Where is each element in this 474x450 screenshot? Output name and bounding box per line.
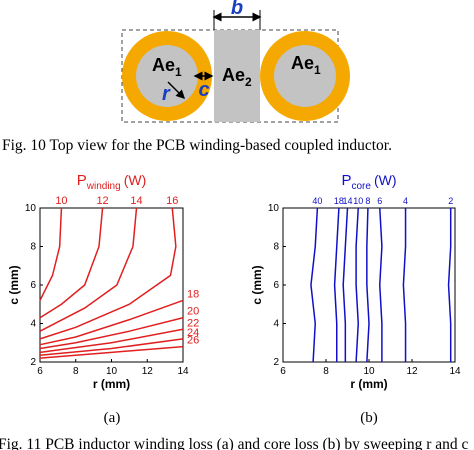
contour-line (39, 338, 184, 357)
contour-label: 14 (130, 195, 142, 207)
x-tick-label: 14 (449, 366, 461, 377)
right-core (274, 45, 336, 107)
contour-label: 10 (55, 195, 67, 207)
x-tick-label: 6 (37, 366, 43, 377)
r-arrow (167, 81, 186, 100)
x-tick-label: 8 (73, 366, 79, 377)
y-tick-label: 2 (273, 357, 279, 368)
title-sub: winding (86, 181, 121, 192)
core-label: Ae2 (222, 65, 252, 89)
contour-line (39, 345, 184, 359)
contour-label: 14 (342, 196, 352, 206)
y-tick-label: 10 (25, 203, 37, 214)
x-tick-label: 14 (177, 366, 189, 377)
contour-label: 2 (448, 196, 453, 206)
panel-label: (a) (104, 410, 121, 426)
y-tick-label: 10 (268, 203, 280, 214)
b-label: b (231, 0, 243, 19)
plot-frame (39, 207, 184, 363)
core-label: Ae1 (291, 53, 321, 77)
y-tick-label: 8 (30, 242, 36, 253)
core-label: Ae1 (152, 55, 182, 79)
plot-frame (282, 207, 456, 363)
title-unit: (W) (374, 172, 397, 188)
title-sub: core (352, 181, 372, 192)
x-tick-label: 10 (363, 366, 375, 377)
contour-label: 6 (377, 196, 382, 206)
contour-line (39, 207, 138, 332)
contour-line (39, 316, 184, 350)
chart-title: Pwinding (W) (77, 172, 146, 192)
y-tick-label: 4 (273, 319, 279, 330)
y-tick-label: 8 (273, 242, 279, 253)
contour-label: 16 (166, 195, 178, 207)
x-tick-label: 8 (323, 366, 329, 377)
x-tick-label: 12 (142, 366, 154, 377)
contour-label: 12 (96, 195, 108, 207)
x-axis-label: r (mm) (350, 377, 387, 391)
caption: Fig. 11 PCB inductor winding loss (a) an… (0, 436, 469, 450)
x-tick-label: 6 (280, 366, 286, 377)
y-tick-label: 6 (30, 280, 36, 291)
contour-line (39, 207, 177, 340)
contour-line (366, 207, 370, 363)
contour-line (39, 207, 104, 319)
x-tick-label: 10 (106, 366, 118, 377)
contour-line (310, 207, 319, 363)
title-main: P (341, 172, 351, 189)
contour-line (39, 328, 184, 354)
title-main: P (77, 172, 87, 189)
contour-label: 10 (353, 196, 363, 206)
contour-label: 20 (187, 306, 199, 318)
contour-label: 4 (403, 196, 408, 206)
core-sub: 1 (314, 63, 321, 77)
y-tick-label: 2 (30, 357, 36, 368)
contour-label: 40 (312, 196, 322, 206)
core-text: Ae (222, 65, 245, 85)
y-tick-label: 4 (30, 319, 36, 330)
contour-line (355, 207, 360, 363)
y-axis-label: c (mm) (7, 265, 21, 304)
contour-line (378, 207, 383, 362)
core-text: Ae (291, 53, 314, 73)
contour-line (333, 207, 340, 362)
chart-title: Pcore (W) (341, 172, 396, 192)
x-axis-label: r (mm) (93, 377, 130, 391)
caption: Fig. 10 Top view for the PCB winding-bas… (2, 137, 392, 154)
contour-label: 8 (365, 196, 370, 206)
c-label: c (198, 79, 209, 101)
contour-label: 24 (187, 327, 199, 339)
y-axis-label: c (mm) (250, 265, 264, 304)
contour-line (447, 208, 452, 362)
core-sub: 1 (175, 65, 182, 79)
panel-label: (b) (360, 410, 378, 426)
contour-label: 26 (187, 335, 199, 347)
core-sub: 2 (245, 75, 252, 89)
x-tick-label: 12 (406, 366, 418, 377)
contour-line (342, 207, 349, 362)
contour-label: 22 (187, 317, 199, 329)
core-text: Ae (152, 55, 175, 75)
title-unit: (W) (124, 172, 147, 188)
y-tick-label: 6 (273, 280, 279, 291)
contour-line (402, 208, 407, 362)
contour-label: 18 (187, 288, 199, 300)
middle-core (214, 30, 260, 122)
r-label: r (162, 83, 171, 105)
contour-line (39, 299, 184, 346)
contour-label: 18 (334, 196, 344, 206)
contour-line (39, 207, 63, 301)
